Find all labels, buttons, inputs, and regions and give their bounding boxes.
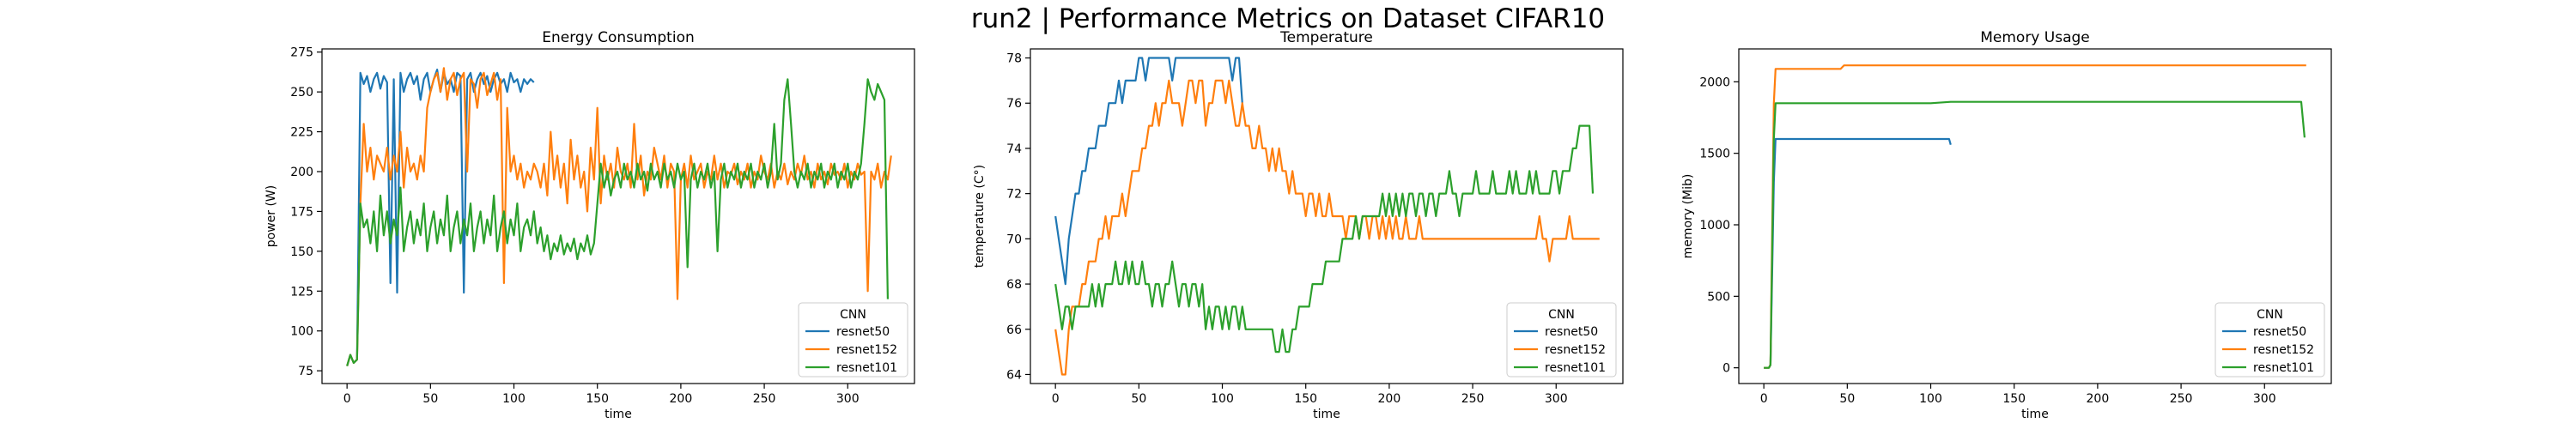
y-tick-label: 200 bbox=[290, 166, 313, 179]
legend-entry-resnet50: resnet50 bbox=[1545, 325, 1598, 339]
x-tick-label: 0 bbox=[1052, 392, 1060, 406]
legend-entry-resnet152: resnet152 bbox=[836, 343, 897, 357]
y-tick-label: 0 bbox=[1722, 362, 1730, 376]
x-tick-label: 100 bbox=[1919, 392, 1942, 406]
x-tick-label: 50 bbox=[1131, 392, 1146, 406]
y-tick-label: 72 bbox=[1006, 188, 1022, 202]
series-line-resnet101 bbox=[346, 78, 889, 366]
y-tick-label: 1000 bbox=[1699, 219, 1730, 233]
series-line-resnet101 bbox=[1054, 124, 1595, 353]
chart-panel-3: 0 50 100 150 200 250 300 0 500 1000 1500 2000 Memory… bbox=[1681, 29, 2332, 421]
x-tick-label: 150 bbox=[2002, 392, 2026, 406]
y-tick-label: 70 bbox=[1006, 233, 1022, 246]
x-tick-label: 250 bbox=[753, 392, 776, 406]
y-tick-label: 2000 bbox=[1699, 76, 1730, 89]
x-tick-label: 0 bbox=[343, 392, 351, 406]
x-tick-label: 150 bbox=[586, 392, 609, 406]
legend-title: CNN bbox=[2257, 308, 2283, 322]
y-tick-label: 150 bbox=[290, 245, 313, 259]
legend-box bbox=[798, 302, 908, 378]
legend: CNN resnet50 resnet152 resnet101 bbox=[2215, 302, 2325, 378]
legend-entry-resnet101: resnet101 bbox=[836, 361, 897, 375]
plot-frame bbox=[1030, 48, 1624, 384]
legend-box bbox=[1506, 302, 1617, 378]
x-tick-label: 300 bbox=[1545, 392, 1568, 406]
x-tick-label: 100 bbox=[502, 392, 526, 406]
x-axis-label: time bbox=[1313, 408, 1340, 421]
chart-panel-2: 0 50 100 150 200 250 300 64 66 68 70 72 74 76 78 Temper… bbox=[973, 29, 1624, 421]
x-tick-label: 100 bbox=[1211, 392, 1234, 406]
legend: CNN resnet50 resnet152 resnet101 bbox=[798, 302, 908, 378]
x-tick-label: 300 bbox=[836, 392, 860, 406]
y-tick-label: 100 bbox=[290, 325, 313, 339]
x-tick-label: 150 bbox=[1294, 392, 1317, 406]
chart-title: Memory Usage bbox=[1980, 29, 2090, 46]
x-tick-label: 0 bbox=[1760, 392, 1768, 406]
y-tick-label: 64 bbox=[1006, 368, 1022, 382]
legend-entry-resnet50: resnet50 bbox=[836, 325, 890, 339]
y-tick-label: 66 bbox=[1006, 323, 1022, 337]
y-tick-label: 1500 bbox=[1699, 148, 1730, 161]
series-line-resnet50 bbox=[1764, 137, 1952, 369]
y-tick-label: 175 bbox=[290, 205, 313, 219]
x-tick-label: 50 bbox=[422, 392, 438, 406]
chart-title: Temperature bbox=[1279, 29, 1373, 46]
y-axis-label: temperature (C°) bbox=[973, 165, 987, 268]
y-tick-label: 74 bbox=[1006, 142, 1022, 156]
x-tick-label: 50 bbox=[1839, 392, 1855, 406]
y-axis-label: power (W) bbox=[264, 185, 278, 248]
legend-entry-resnet50: resnet50 bbox=[2253, 325, 2306, 339]
chart-title: Energy Consumption bbox=[542, 29, 695, 46]
legend: CNN resnet50 resnet152 resnet101 bbox=[1506, 302, 1617, 378]
legend-box bbox=[2215, 302, 2325, 378]
y-tick-label: 78 bbox=[1006, 52, 1022, 66]
y-tick-label: 76 bbox=[1006, 97, 1022, 111]
x-tick-label: 250 bbox=[2170, 392, 2193, 406]
x-tick-label: 200 bbox=[670, 392, 693, 406]
x-tick-label: 300 bbox=[2253, 392, 2276, 406]
legend-entry-resnet101: resnet101 bbox=[1545, 361, 1606, 375]
legend-title: CNN bbox=[840, 308, 866, 322]
x-axis-label: time bbox=[2021, 408, 2049, 421]
figure-title: run2 | Performance Metrics on Dataset CI… bbox=[970, 3, 1606, 34]
legend-entry-resnet101: resnet101 bbox=[2253, 361, 2314, 375]
chart-panel-1: 0 50 100 150 200 250 300 75 100 125 150 175 200 225 25… bbox=[264, 29, 915, 421]
series-line-resnet152 bbox=[1054, 79, 1600, 376]
series-line-resnet50 bbox=[1054, 57, 1243, 286]
x-tick-label: 200 bbox=[2087, 392, 2110, 406]
plot-frame bbox=[321, 48, 915, 384]
legend-entry-resnet152: resnet152 bbox=[2253, 343, 2314, 357]
y-tick-label: 500 bbox=[1707, 290, 1730, 304]
y-axis-label: memory (Mib) bbox=[1681, 174, 1695, 259]
y-tick-label: 250 bbox=[290, 86, 313, 100]
x-tick-label: 250 bbox=[1461, 392, 1485, 406]
y-tick-label: 275 bbox=[290, 46, 313, 60]
y-tick-label: 75 bbox=[298, 365, 313, 378]
legend-entry-resnet152: resnet152 bbox=[1545, 343, 1606, 357]
series-line-resnet101 bbox=[1764, 100, 2306, 369]
x-tick-label: 200 bbox=[1378, 392, 1401, 406]
legend-title: CNN bbox=[1548, 308, 1575, 322]
plot-frame bbox=[1738, 48, 2332, 384]
y-tick-label: 225 bbox=[290, 126, 313, 140]
y-tick-label: 125 bbox=[290, 285, 313, 299]
x-axis-label: time bbox=[605, 408, 632, 421]
y-tick-label: 68 bbox=[1006, 278, 1022, 292]
